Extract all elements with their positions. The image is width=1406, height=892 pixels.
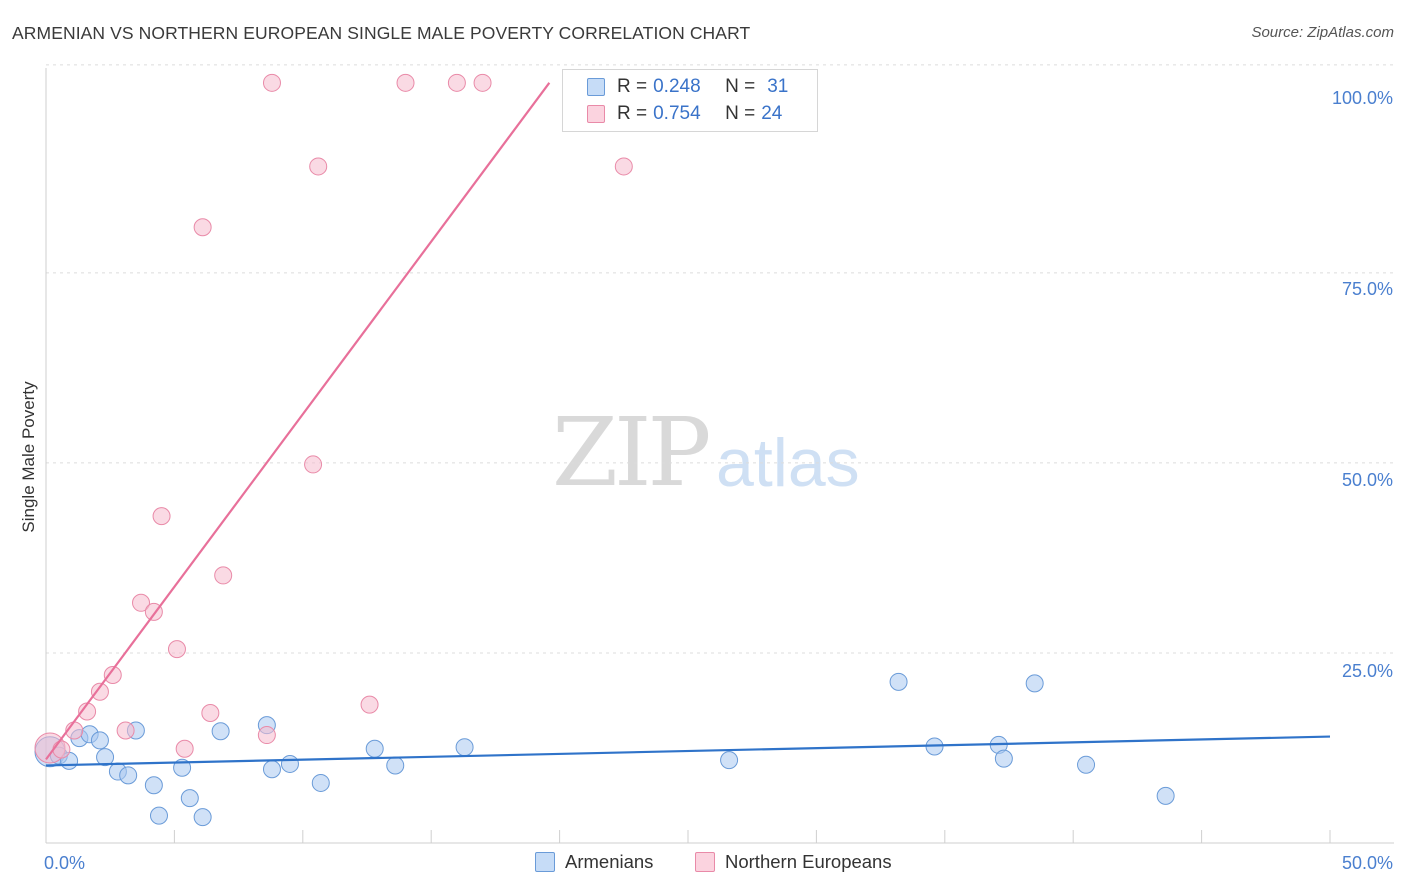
armenians-point <box>1156 786 1175 805</box>
northern-trend-line <box>45 82 551 761</box>
armenians-point <box>211 722 230 741</box>
northern-point <box>473 73 492 92</box>
armenians-point <box>90 731 109 750</box>
y-tick-label: 50.0% <box>1342 470 1393 490</box>
northern-point <box>193 218 212 237</box>
legend-row-northern: R = 0.754 N = 24 <box>587 102 782 126</box>
armenians-point <box>1025 674 1044 693</box>
x-tick-label: 0.0% <box>44 853 85 873</box>
armenians-point <box>96 748 115 767</box>
armenians-point <box>149 806 168 825</box>
northern-n-label: N = <box>725 103 756 124</box>
armenians-n-value: 31 <box>767 76 789 97</box>
armenians-trend-line <box>45 735 1331 767</box>
northern-point <box>360 695 379 714</box>
armenians-point <box>365 739 384 758</box>
bottom-legend-armenians: Armenians <box>535 851 653 873</box>
armenians-point <box>262 760 281 779</box>
armenians-point <box>889 672 908 691</box>
northern-point <box>396 73 415 92</box>
northern-point <box>304 455 323 474</box>
northern-point <box>447 73 466 92</box>
trend-lines <box>45 82 1331 767</box>
axes <box>45 68 1394 844</box>
northern-point <box>90 682 109 701</box>
armenians-r-label: R = <box>617 76 648 97</box>
northern-legend-label: Northern Europeans <box>725 851 892 872</box>
armenians-point <box>193 808 212 827</box>
grid-lines <box>46 64 1394 654</box>
armenians-point <box>455 738 474 757</box>
northern-swatch <box>587 105 605 123</box>
data-points <box>34 73 1175 827</box>
northern-point <box>257 726 276 745</box>
y-tick-label: 100.0% <box>1332 88 1393 108</box>
armenians-swatch <box>587 78 605 96</box>
northern-point <box>152 507 171 526</box>
armenians-point <box>311 773 330 792</box>
armenians-legend-swatch <box>535 852 555 872</box>
correlation-legend: R = 0.248 N = 31 R = 0.754 N = 24 <box>562 69 818 132</box>
armenians-legend-label: Armenians <box>565 851 654 872</box>
northern-point <box>103 666 122 685</box>
y-tick-label: 75.0% <box>1342 279 1393 299</box>
armenians-point <box>994 749 1013 768</box>
armenians-point <box>386 756 405 775</box>
armenians-n-label: N = <box>725 76 756 97</box>
y-tick-label: 25.0% <box>1342 661 1393 681</box>
y-axis-label: Single Male Poverty <box>19 381 38 533</box>
northern-r-label: R = <box>617 103 648 124</box>
northern-point <box>214 566 233 585</box>
armenians-point <box>119 766 138 785</box>
armenians-point <box>180 789 199 808</box>
armenians-r-value: 0.248 <box>653 76 701 97</box>
armenians-point <box>280 754 299 773</box>
northern-r-value: 0.754 <box>653 103 701 124</box>
northern-point <box>116 721 135 740</box>
northern-point <box>52 740 71 759</box>
northern-point <box>175 739 194 758</box>
bottom-legend-northern: Northern Europeans <box>695 851 892 873</box>
legend-row-armenians: R = 0.248 N = 31 <box>587 75 788 99</box>
northern-point <box>132 593 151 612</box>
source-label: Source: ZipAtlas.com <box>1251 24 1394 41</box>
northern-n-value: 24 <box>761 103 783 124</box>
armenians-point <box>144 776 163 795</box>
northern-point <box>167 640 186 659</box>
northern-point <box>201 704 220 723</box>
northern-legend-swatch <box>695 852 715 872</box>
northern-point <box>614 157 633 176</box>
northern-point <box>262 73 281 92</box>
armenians-point <box>1077 755 1096 774</box>
northern-point <box>309 157 328 176</box>
chart-title: ARMENIAN VS NORTHERN EUROPEAN SINGLE MAL… <box>12 23 751 43</box>
tick-labels: 25.0% 50.0% 75.0% 100.0% 0.0% 50.0% <box>44 88 1393 873</box>
armenians-point <box>720 751 739 770</box>
x-tick-label: 50.0% <box>1342 853 1393 873</box>
watermark-zip: ZIP <box>552 398 711 508</box>
